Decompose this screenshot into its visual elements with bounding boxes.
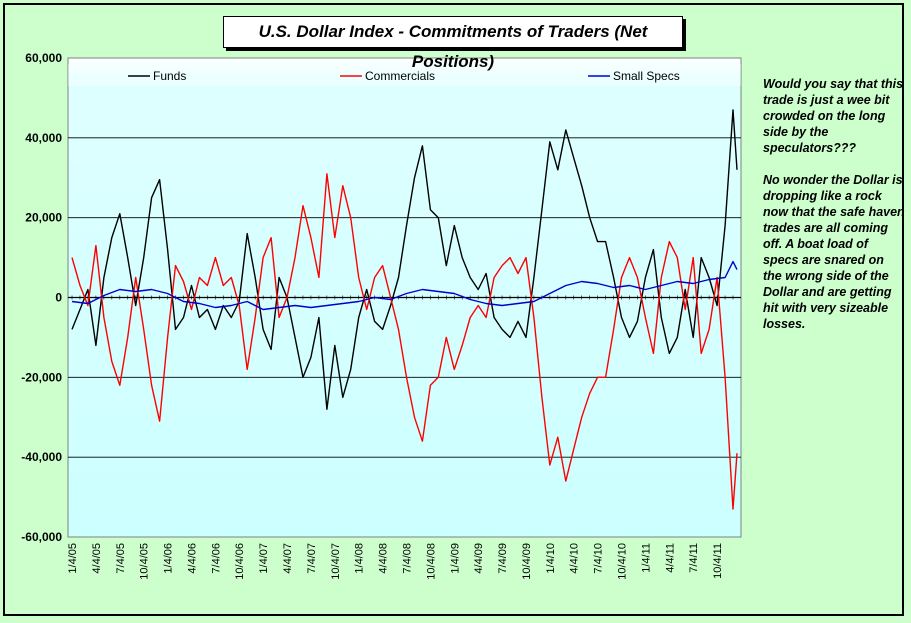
y-tick-label: 40,000 (25, 131, 62, 145)
legend-box (68, 64, 741, 86)
x-tick-label: 7/4/08 (401, 543, 413, 574)
x-tick-label: 1/4/10 (545, 543, 557, 574)
x-tick-label: 10/4/06 (234, 543, 246, 580)
legend-label-commercials: Commercials (365, 69, 435, 83)
x-tick-label: 1/4/11 (640, 543, 652, 573)
x-tick-label: 1/4/09 (449, 543, 461, 574)
x-tick-label: 1/4/07 (258, 543, 270, 574)
legend-label-small-specs: Small Specs (613, 69, 680, 83)
x-tick-label: 7/4/07 (306, 543, 318, 574)
x-tick-label: 7/4/10 (593, 543, 605, 574)
x-tick-label: 4/4/06 (186, 543, 198, 574)
x-tick-label: 10/4/08 (425, 543, 437, 580)
x-tick-label: 10/4/07 (330, 543, 342, 580)
series-line-small-specs (71, 260, 738, 311)
x-tick-label: 4/4/07 (282, 543, 294, 574)
x-tick-label: 7/4/11 (688, 543, 700, 573)
x-tick-label: 4/4/09 (473, 543, 485, 574)
x-tick-label: 10/4/11 (712, 543, 724, 579)
annotation-paragraph-1: Would you say that this trade is just a … (763, 77, 904, 155)
y-tick-label: -60,000 (21, 530, 62, 544)
x-tick-label: 7/4/09 (497, 543, 509, 574)
y-tick-label: -40,000 (21, 450, 62, 464)
x-tick-label: 4/4/11 (664, 543, 676, 573)
x-tick-label: 1/4/06 (163, 543, 175, 574)
x-axis-ticks: 1/4/05 4/4/05 7/4/05 10/4/05 1/4/06 4/4/06 7/4… (67, 295, 734, 580)
x-tick-label: 10/4/10 (617, 543, 629, 580)
x-tick-label: 10/4/05 (139, 543, 151, 580)
legend-label-funds: Funds (153, 69, 186, 83)
x-tick-label: 10/4/09 (521, 543, 533, 580)
x-tick-label: 4/4/10 (569, 543, 581, 574)
y-tick-label: 20,000 (25, 211, 62, 225)
x-tick-label: 7/4/05 (115, 543, 127, 574)
x-tick-label: 1/4/08 (354, 543, 366, 574)
x-tick-label: 7/4/06 (210, 543, 222, 574)
chart-title: U.S. Dollar Index - Commitments of Trade… (223, 16, 683, 71)
y-tick-label: -20,000 (21, 370, 62, 384)
legend: Funds Commercials Small Specs (68, 64, 741, 86)
y-axis-ticks: 60,000 40,000 20,000 0 -20,000 -40,000 -60,000 (21, 51, 62, 544)
y-tick-label: 0 (55, 291, 62, 305)
annotation-text: Would you say that this trade is just a … (763, 76, 905, 348)
x-tick-label: 4/4/05 (91, 543, 103, 574)
y-tick-label: 60,000 (25, 51, 62, 65)
grid-lines (68, 137, 741, 458)
series-lines (71, 109, 738, 510)
x-tick-label: 4/4/08 (378, 543, 390, 574)
series-line-funds (71, 109, 738, 410)
annotation-paragraph-2: No wonder the Dollar is dropping like a … (763, 173, 905, 331)
x-tick-label: 1/4/05 (67, 543, 79, 574)
series-line-commercials (71, 173, 738, 510)
